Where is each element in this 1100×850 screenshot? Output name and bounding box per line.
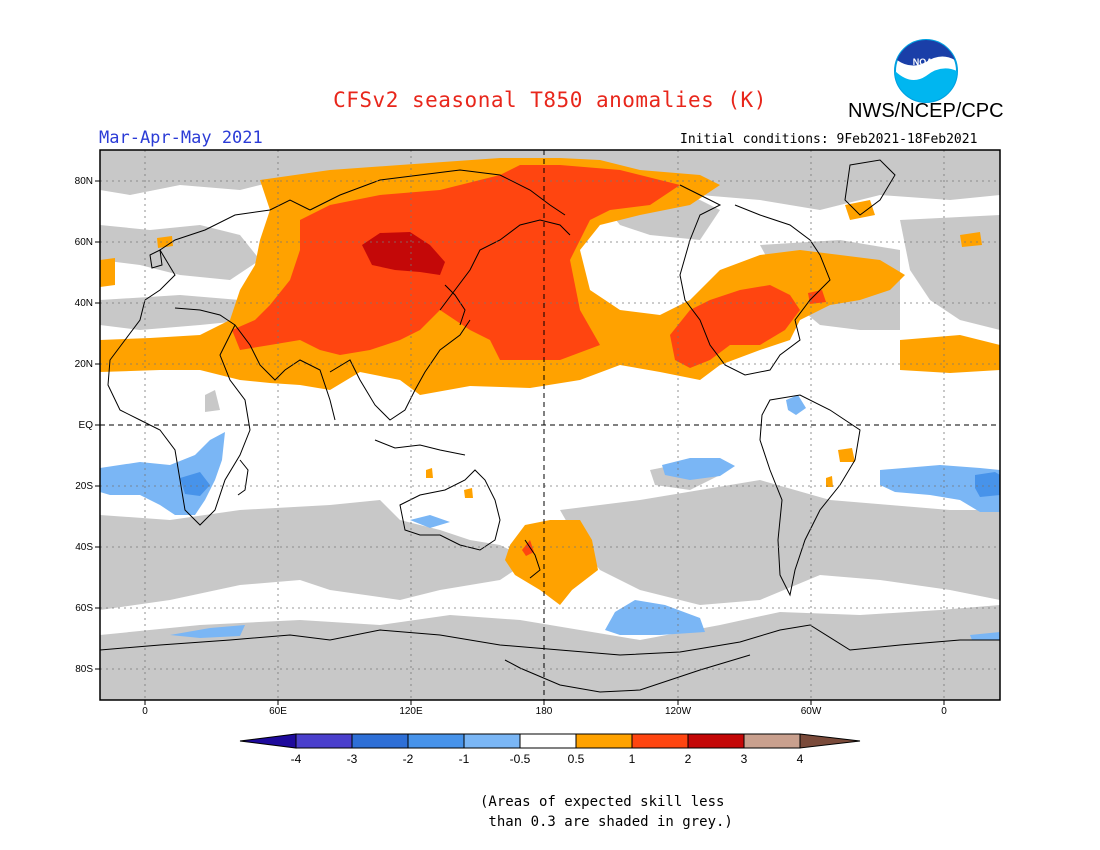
svg-text:NOAA: NOAA [913, 57, 940, 67]
colorbar-p2-3 [687, 733, 745, 749]
colorbar-gt4 [799, 733, 861, 749]
lat-label: 80N [75, 176, 93, 187]
lon-label: 0 [142, 706, 148, 717]
lat-label: 20S [75, 481, 93, 492]
colorbar-label: 0.5 [567, 752, 585, 766]
lon-label: 60E [269, 706, 287, 717]
footnote-line: (Areas of expected skill less [480, 794, 725, 810]
longitude-labels: 0 60E 120E 180 120W 60W 0 [142, 706, 947, 717]
anomaly-1-2 [232, 165, 826, 556]
organization-label: NWS/NCEP/CPC [848, 100, 1004, 122]
lon-label: 0 [941, 706, 947, 717]
lon-label: 60W [801, 706, 822, 717]
colorbar-p3-4 [743, 733, 801, 749]
colorbar-p05-1 [575, 733, 633, 749]
colorbar-neg4-neg3 [295, 733, 353, 749]
colorbar-label: 3 [740, 752, 748, 766]
colorbar-label: -0.5 [509, 752, 531, 766]
lon-label: 120W [665, 706, 692, 717]
colorbar [239, 733, 861, 749]
lat-label: EQ [79, 420, 94, 431]
lat-label: 40S [75, 542, 93, 553]
lat-label: 40N [75, 298, 93, 309]
noaa-logo: NOAA [894, 39, 958, 103]
lat-label: 80S [75, 664, 93, 675]
colorbar-neutral [519, 733, 577, 749]
colorbar-label: -3 [346, 752, 358, 766]
lon-label: 120E [399, 706, 423, 717]
lon-label: 180 [536, 706, 553, 717]
colorbar-label: 1 [628, 752, 636, 766]
colorbar-p1-2 [631, 733, 689, 749]
lat-label: 60N [75, 237, 93, 248]
lat-label: 20N [75, 359, 93, 370]
latitude-labels: 80N 60N 40N 20N EQ 20S 40S 60S 80S [75, 176, 94, 675]
colorbar-neg2-neg1 [407, 733, 465, 749]
colorbar-lt-neg4 [239, 733, 297, 749]
chart-title: CFSv2 seasonal T850 anomalies (K) [333, 88, 767, 112]
colorbar-label: 4 [796, 752, 804, 766]
season-label: Mar-Apr-May 2021 [99, 128, 263, 148]
anomaly-neg2-neg1 [180, 472, 1000, 497]
colorbar-label: -2 [402, 752, 414, 766]
colorbar-label: -1 [458, 752, 470, 766]
coastlines [100, 159, 1000, 693]
graticule [100, 150, 1000, 700]
initial-conditions-label: Initial conditions: 9Feb2021-18Feb2021 [680, 132, 978, 147]
colorbar-neg3-neg2 [351, 733, 409, 749]
reference-lines [100, 150, 1000, 700]
axis-ticks [95, 180, 945, 705]
colorbar-label: 2 [684, 752, 692, 766]
anomaly-2-3 [362, 232, 445, 275]
footnote-line: than 0.3 are shaded in grey.) [480, 814, 733, 830]
lat-label: 60S [75, 603, 93, 614]
colorbar-neg1-neg05 [463, 733, 521, 749]
footnote: (Areas of expected skill less than 0.3 a… [480, 792, 733, 832]
colorbar-label: -4 [290, 752, 302, 766]
